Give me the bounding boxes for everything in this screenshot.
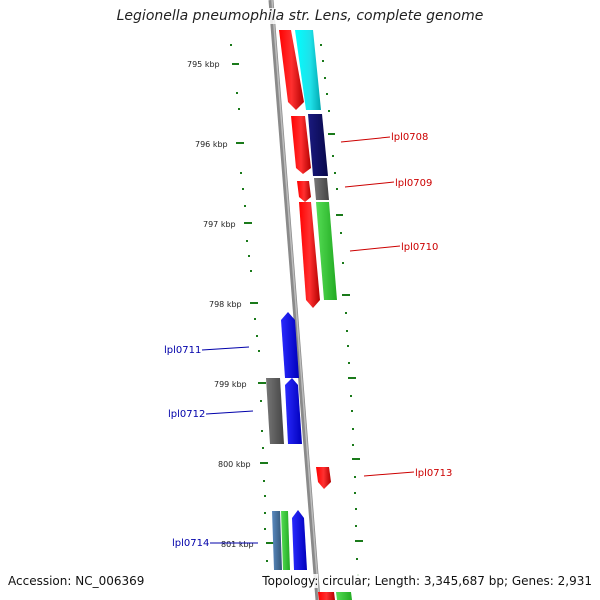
gene-label-lpl0709: lpl0709 [395, 178, 432, 189]
genes-label: Genes: [511, 574, 554, 588]
gene-red-small [297, 181, 311, 202]
scale-label: 796 kbp [195, 140, 228, 149]
accession-label: Accession: [8, 574, 72, 588]
scale-label: 800 kbp [218, 460, 251, 469]
gene-steel-lpl0714 [272, 511, 282, 570]
gene-cyan [295, 30, 321, 110]
scale-label: 797 kbp [203, 220, 236, 229]
left-tick-track [230, 44, 274, 577]
gene-blue-lpl0712b [285, 378, 302, 444]
gene-label-lpl0708: lpl0708 [391, 132, 428, 143]
accession-info: Accession: NC_006369 [8, 574, 145, 588]
gene-labels: lpl0708 lpl0709 lpl0710 lpl0711 lpl0712 … [164, 132, 452, 549]
gene-blue-lpl0714c [292, 510, 307, 570]
topology-label: Topology: [262, 574, 319, 588]
genome-backbone [268, 0, 321, 600]
genome-stats: Topology: circular; Length: 3,345,687 bp… [262, 574, 592, 588]
minus-strand-genes [266, 312, 307, 570]
scale-labels: 795 kbp 796 kbp 797 kbp 798 kbp 799 kbp … [187, 60, 254, 549]
gene-red-lpl0707 [291, 116, 311, 174]
gene-red-lpl0713 [316, 467, 331, 489]
topology-value: circular [322, 574, 367, 588]
gene-label-lpl0712: lpl0712 [168, 409, 205, 420]
scale-label: 795 kbp [187, 60, 220, 69]
gene-red-bottom [318, 592, 335, 600]
gene-green-lpl0714b [281, 511, 290, 570]
gene-red [279, 30, 304, 110]
map-title: Legionella pneumophila str. Lens, comple… [0, 8, 600, 24]
gene-green-bottom [336, 592, 352, 600]
gene-green-lpl0710 [316, 202, 337, 300]
gene-grey-lpl0709 [314, 178, 329, 200]
scale-label: 799 kbp [214, 380, 247, 389]
accession-value: NC_006369 [75, 574, 145, 588]
scale-label: 801 kbp [221, 540, 254, 549]
gene-leaders [201, 136, 415, 544]
scale-label: 798 kbp [209, 300, 242, 309]
gene-label-lpl0711: lpl0711 [164, 345, 201, 356]
gene-label-lpl0713: lpl0713 [415, 468, 452, 479]
gene-label-lpl0710: lpl0710 [401, 242, 438, 253]
gene-blue-lpl0711 [281, 312, 299, 378]
plus-strand-genes [279, 30, 352, 600]
gene-label-lpl0714: lpl0714 [172, 538, 209, 549]
length-label: Length: [374, 574, 421, 588]
gene-grey-lpl0712 [266, 378, 284, 444]
gene-navy-lpl0708 [308, 114, 328, 176]
genes-value: 2,931 [557, 574, 592, 588]
right-tick-track [320, 44, 363, 576]
length-value: 3,345,687 bp [423, 574, 504, 588]
gene-red-long [299, 202, 320, 308]
